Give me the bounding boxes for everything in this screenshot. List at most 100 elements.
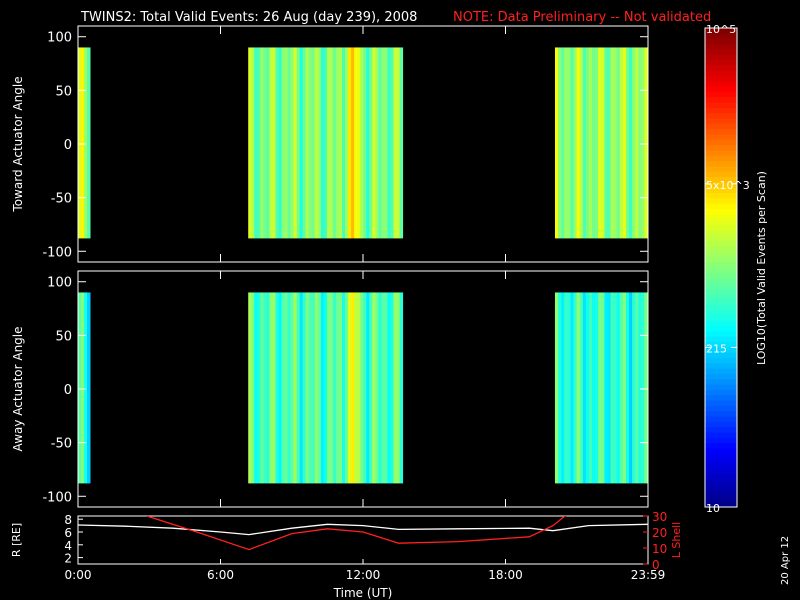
- heatmap-cell: [299, 292, 304, 484]
- heatmap-cell: [585, 292, 590, 484]
- data-note: NOTE: Data Preliminary -- Not validated: [453, 10, 711, 25]
- colorbar-cell: [705, 278, 737, 285]
- heatmap-cell: [366, 47, 370, 239]
- colorbar-cell: [705, 501, 737, 508]
- colorbar-cell: [705, 113, 737, 120]
- heatmap-cell: [335, 292, 340, 484]
- heatmap-cell: [390, 292, 395, 484]
- heatmap-cell: [629, 47, 633, 239]
- heatmap-cell: [329, 292, 334, 484]
- colorbar-cell: [705, 299, 737, 306]
- colorbar-cell: [705, 389, 737, 396]
- lshell-series-line: [146, 516, 567, 551]
- heatmap-cell: [284, 47, 289, 239]
- heatmap-cell: [375, 292, 379, 484]
- heatmap-cell: [592, 47, 596, 239]
- y-tick-label: 50: [55, 84, 72, 99]
- heatmap-cell: [567, 47, 571, 239]
- heatmap-cell: [314, 47, 319, 239]
- heatmap-cell: [369, 292, 373, 484]
- heatmap-cell: [339, 292, 343, 484]
- heatmap-cell: [317, 47, 322, 239]
- heatmap-cell: [372, 292, 376, 484]
- colorbar-tick-label: 10^5: [706, 23, 736, 36]
- colorbar-cell: [705, 129, 737, 136]
- colorbar-cell: [705, 267, 737, 274]
- heatmap-cell: [293, 292, 298, 484]
- heatmap-cell: [613, 47, 618, 239]
- colorbar-cell: [705, 384, 737, 391]
- heatmap-cell: [257, 47, 261, 239]
- y-tick-right-label: 20: [652, 526, 667, 540]
- heatmap-cell: [299, 47, 304, 239]
- heatmap-cell: [251, 292, 255, 484]
- colorbar-cell: [705, 475, 737, 481]
- colorbar-cell: [705, 368, 737, 375]
- heatmap-cell: [78, 47, 82, 239]
- heatmap-cell: [87, 47, 91, 239]
- heatmap-cell: [387, 292, 391, 484]
- heatmap-cell: [366, 292, 370, 484]
- heatmap-cell: [641, 292, 646, 484]
- heatmap-cell: [311, 47, 316, 239]
- colorbar-cell: [705, 469, 737, 476]
- heatmap-cell: [564, 47, 568, 239]
- colorbar-cell: [705, 214, 737, 221]
- heatmap-cell: [345, 292, 349, 484]
- colorbar-cell: [705, 145, 737, 152]
- heatmap-cell: [635, 292, 639, 484]
- colorbar-cell: [705, 203, 737, 210]
- heatmap-cell: [275, 47, 279, 239]
- heatmap-cell: [625, 47, 630, 239]
- colorbar-cell: [705, 443, 737, 450]
- heatmap-cell: [381, 47, 385, 239]
- heatmap-cell: [290, 292, 295, 484]
- colorbar-cell: [705, 320, 737, 327]
- heatmap-cell: [329, 47, 334, 239]
- heatmap-cell: [272, 47, 276, 239]
- x-tick-label: 12:00: [346, 568, 381, 582]
- colorbar-cell: [705, 65, 737, 72]
- heatmap-cell: [363, 47, 367, 239]
- heatmap-cell: [629, 292, 633, 484]
- colorbar-tick-label: 5x10^3: [706, 179, 750, 192]
- colorbar-cell: [705, 416, 737, 423]
- heatmap-cell: [573, 47, 578, 239]
- colorbar-cell: [705, 86, 737, 93]
- colorbar-cell: [705, 97, 737, 104]
- colorbar-cell: [705, 70, 737, 77]
- heatmap-cell: [387, 47, 391, 239]
- chart-title: TWINS2: Total Valid Events: 26 Aug (day …: [80, 10, 417, 25]
- colorbar-cell: [705, 283, 737, 290]
- colorbar-cell: [705, 208, 737, 215]
- heatmap-cell: [393, 292, 398, 484]
- heatmap-cell: [558, 292, 562, 484]
- colorbar-cell: [705, 331, 737, 338]
- heatmap-cell: [582, 47, 587, 239]
- heatmap-cell: [260, 47, 264, 239]
- heatmap-cell: [604, 47, 608, 239]
- heatmap-cell: [399, 292, 404, 484]
- heatmap-cell: [601, 47, 605, 239]
- y-tick-label: -100: [42, 490, 72, 505]
- heatmap-cell: [363, 292, 367, 484]
- heatmap-cell: [269, 292, 273, 484]
- heatmap-cell: [332, 47, 337, 239]
- colorbar-cell: [705, 496, 737, 503]
- heatmap-cell: [302, 47, 307, 239]
- y-tick-label: 0: [64, 383, 72, 398]
- radius-series-line: [78, 523, 648, 536]
- colorbar-cell: [705, 262, 737, 269]
- y-tick-label: 100: [47, 276, 72, 291]
- colorbar-cell: [705, 432, 737, 439]
- heatmap-cell: [396, 47, 401, 239]
- heatmap-cell: [592, 292, 596, 484]
- heatmap-cell: [561, 47, 565, 239]
- colorbar-tick-label: 215: [706, 342, 727, 355]
- y-tick-label: -100: [42, 245, 72, 260]
- heatmap-cell: [393, 47, 398, 239]
- heatmap-cell: [588, 47, 593, 239]
- colorbar-cell: [705, 38, 737, 45]
